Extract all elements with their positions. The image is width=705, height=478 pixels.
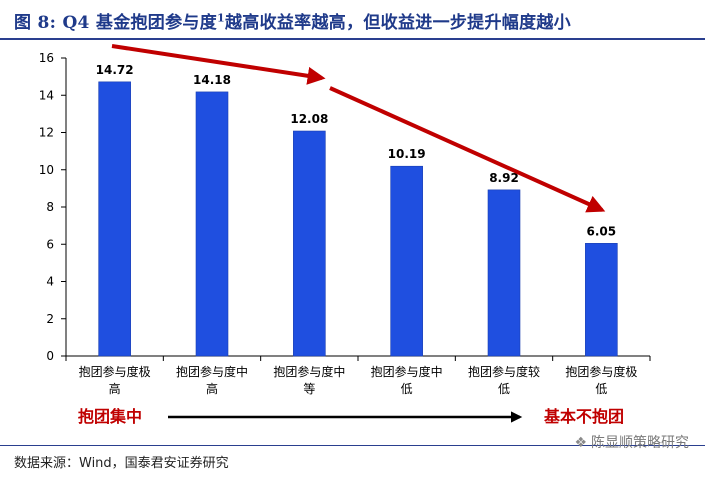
annotation-left: 抱团集中 <box>78 407 142 426</box>
figure-title: 图 8: Q4 基金抱团参与度1越高收益率越高，但收益进一步提升幅度越小 <box>14 8 571 33</box>
x-category-label: 抱团参与度中 <box>273 364 345 379</box>
x-category-label: 抱团参与度极 <box>565 364 637 379</box>
x-category-label: 低 <box>498 382 510 396</box>
wechat-icon: ❖ <box>574 435 587 451</box>
watermark-text: 陈显顺策略研究 <box>591 435 689 451</box>
x-category-label: 高 <box>109 381 121 396</box>
chart-labels: 024681012141614.72抱团参与度极高14.18抱团参与度中高12.… <box>39 51 638 426</box>
x-category-label: 低 <box>401 382 413 396</box>
x-category-label: 抱团参与度极 <box>79 364 151 379</box>
bar-value-label: 6.05 <box>587 224 617 238</box>
y-tick-label: 4 <box>46 275 54 289</box>
bar-value-label: 12.08 <box>290 112 328 126</box>
y-tick-label: 0 <box>46 349 54 363</box>
y-tick-label: 6 <box>46 237 54 251</box>
bar <box>98 81 131 357</box>
bar <box>293 130 326 357</box>
x-category-label: 抱团参与度较 <box>468 364 540 379</box>
bar-value-label: 14.72 <box>96 63 134 77</box>
chart-bars <box>98 81 618 357</box>
y-tick-label: 10 <box>39 163 54 177</box>
figure-footer: 数据来源：Wind，国泰君安证券研究 ❖ 陈显顺策略研究 <box>0 435 705 478</box>
watermark: ❖ 陈显顺策略研究 <box>574 432 689 452</box>
source-note: 数据来源：Wind，国泰君安证券研究 <box>14 456 229 471</box>
bar-value-label: 10.19 <box>388 147 426 161</box>
trend-arrows <box>111 44 606 423</box>
annotation-right: 基本不抱团 <box>543 407 624 426</box>
bar <box>390 165 423 357</box>
trend-arrow-upper <box>111 44 326 85</box>
x-category-label: 低 <box>595 382 607 396</box>
y-tick-label: 2 <box>46 312 54 326</box>
chart-axes <box>61 57 651 361</box>
bar-value-label: 14.18 <box>193 73 231 87</box>
x-category-label: 等 <box>303 382 315 396</box>
x-category-label: 高 <box>206 381 218 396</box>
y-tick-label: 8 <box>46 200 54 214</box>
bar-value-label: 8.92 <box>489 171 519 185</box>
title-tail: 越高收益率越高，但收益进一步提升幅度越小 <box>224 13 571 33</box>
bar <box>487 189 521 357</box>
y-tick-label: 12 <box>39 126 54 140</box>
x-category-label: 抱团参与度中 <box>371 364 443 379</box>
x-category-label: 抱团参与度中 <box>176 364 248 379</box>
y-tick-label: 16 <box>39 51 54 65</box>
figure-header: 图 8: Q4 基金抱团参与度1越高收益率越高，但收益进一步提升幅度越小 <box>0 0 705 40</box>
bar <box>195 91 229 357</box>
trend-arrow-lower <box>329 86 606 213</box>
y-tick-label: 14 <box>39 88 54 102</box>
bar <box>585 243 618 357</box>
title-main: 图 8: Q4 基金抱团参与度 <box>14 13 217 33</box>
bar-chart: 024681012141614.72抱团参与度极高14.18抱团参与度中高12.… <box>39 44 651 426</box>
title-superscript: 1 <box>217 11 225 25</box>
